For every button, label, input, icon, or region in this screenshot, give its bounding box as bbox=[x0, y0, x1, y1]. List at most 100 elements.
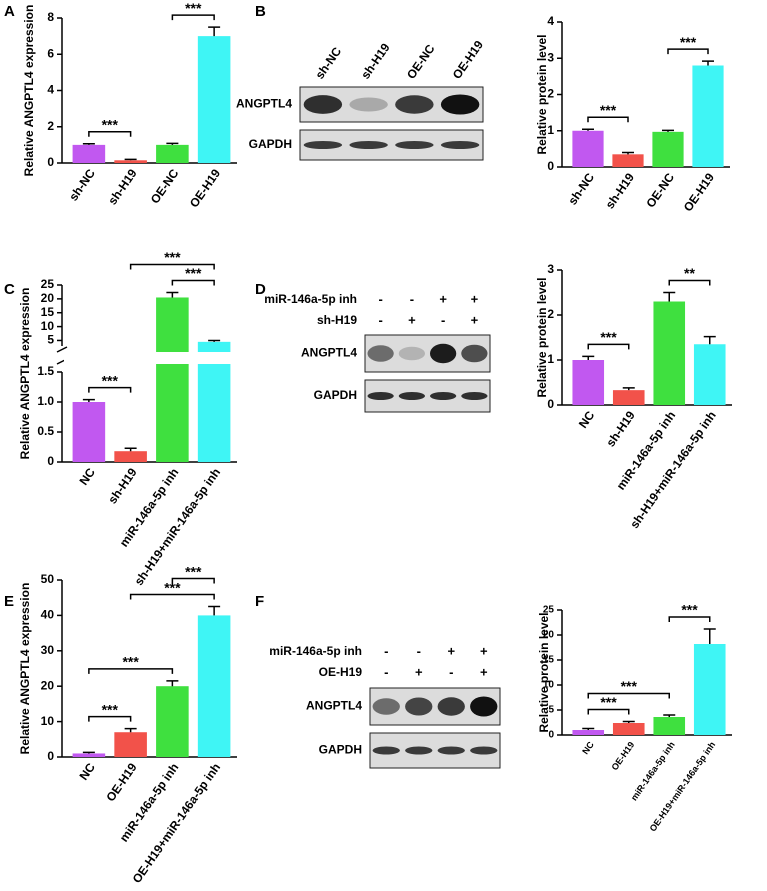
x-tick-label: OE-H19 bbox=[103, 760, 140, 804]
error-bar bbox=[662, 129, 674, 132]
blot-band bbox=[367, 392, 394, 400]
y-tick-label: 3 bbox=[547, 50, 554, 64]
error-bar bbox=[124, 447, 137, 452]
y-axis-label: Relative protein level bbox=[535, 277, 549, 397]
bar bbox=[572, 130, 604, 167]
condition-sign: - bbox=[449, 664, 453, 679]
blot-band bbox=[349, 141, 388, 149]
panel-label: E bbox=[4, 593, 14, 610]
y-tick-label: 0.5 bbox=[37, 424, 54, 438]
significance-bracket bbox=[88, 668, 174, 674]
y-tick-label: 25 bbox=[41, 277, 55, 291]
significance-label: *** bbox=[102, 116, 119, 132]
condition-sign: + bbox=[447, 643, 455, 658]
bar bbox=[197, 615, 231, 757]
significance-label: *** bbox=[600, 102, 617, 118]
significance-bracket bbox=[88, 715, 132, 722]
significance-label: *** bbox=[185, 265, 202, 281]
y-tick-label: 20 bbox=[41, 291, 55, 305]
x-tick-label: sh-H19+miR-146a-5p inh bbox=[132, 466, 224, 588]
bar bbox=[612, 390, 645, 405]
lane-label: OE-H19 bbox=[450, 38, 487, 82]
blot-band bbox=[440, 141, 480, 149]
blot-band bbox=[398, 392, 425, 400]
x-tick-label: NC bbox=[77, 760, 99, 783]
condition-sign: - bbox=[378, 312, 382, 327]
x-tick-label: NC bbox=[77, 465, 99, 488]
error-bar bbox=[582, 355, 595, 360]
bar bbox=[114, 160, 147, 163]
panel-label: B bbox=[255, 3, 266, 20]
blot-row-label: ANGPTL4 bbox=[306, 699, 362, 713]
condition-sign: + bbox=[415, 664, 423, 679]
significance-bracket bbox=[129, 263, 215, 270]
x-tick-label: sh-NC bbox=[66, 166, 98, 203]
y-tick-label: 0 bbox=[47, 749, 54, 763]
y-tick-label: 0 bbox=[47, 155, 54, 169]
significance-bracket bbox=[171, 279, 215, 286]
x-tick-label: OE-H19 bbox=[609, 740, 636, 772]
blot-band bbox=[461, 392, 488, 400]
condition-label: sh-H19 bbox=[317, 313, 357, 327]
significance-bracket bbox=[587, 708, 630, 715]
error-bar bbox=[208, 339, 221, 342]
x-tick-label: miR-146a-5p inh bbox=[629, 740, 677, 803]
significance-label: *** bbox=[164, 249, 181, 265]
error-bar bbox=[124, 158, 137, 161]
error-bar bbox=[663, 291, 676, 302]
lane-label: sh-NC bbox=[312, 44, 344, 81]
bar bbox=[156, 144, 189, 163]
condition-sign: + bbox=[471, 312, 479, 327]
y-axis-label: Relative ANGPTL4 expression bbox=[18, 288, 32, 460]
panel-label: A bbox=[4, 3, 15, 20]
x-tick-label: sh-H19 bbox=[603, 170, 638, 211]
significance-label: *** bbox=[102, 701, 119, 717]
condition-sign: + bbox=[480, 643, 488, 658]
error-bar bbox=[82, 398, 95, 402]
y-tick-label: 4 bbox=[47, 83, 54, 97]
y-tick-label: 4 bbox=[547, 14, 554, 28]
blot-band bbox=[430, 343, 457, 364]
bar bbox=[72, 753, 106, 757]
y-tick-label: 1 bbox=[547, 123, 554, 137]
condition-label: miR-146a-5p inh bbox=[269, 644, 362, 658]
y-tick-label: 2 bbox=[547, 87, 554, 101]
error-bar bbox=[82, 143, 95, 145]
y-tick-label: 5 bbox=[548, 705, 554, 716]
significance-label: *** bbox=[164, 579, 181, 595]
condition-sign: - bbox=[441, 312, 445, 327]
error-bar bbox=[622, 151, 634, 155]
y-tick-label: 5 bbox=[47, 333, 54, 347]
y-axis-label: Relative ANGPTL4 expression bbox=[22, 5, 36, 177]
y-tick-label: 1.0 bbox=[37, 394, 54, 408]
y-tick-label: 2 bbox=[547, 307, 554, 321]
bar bbox=[693, 644, 726, 735]
significance-label: *** bbox=[681, 602, 698, 618]
significance-bracket bbox=[668, 279, 711, 286]
x-tick-label: OE-H19 bbox=[681, 170, 718, 214]
condition-sign: - bbox=[384, 643, 388, 658]
y-tick-label: 20 bbox=[41, 678, 55, 692]
lane-label: sh-H19 bbox=[358, 40, 393, 81]
bar bbox=[693, 344, 726, 405]
y-tick-label: 2 bbox=[47, 119, 54, 133]
significance-label: *** bbox=[102, 372, 119, 388]
panel-label: C bbox=[4, 281, 15, 298]
bar bbox=[114, 451, 147, 462]
significance-bracket bbox=[88, 386, 132, 393]
bar bbox=[114, 732, 147, 757]
significance-label: ** bbox=[684, 265, 695, 281]
panel-label: D bbox=[255, 281, 266, 298]
significance-label: *** bbox=[122, 654, 139, 670]
y-tick-label: 15 bbox=[543, 655, 555, 666]
blot-band bbox=[470, 696, 498, 717]
y-tick-label: 10 bbox=[41, 714, 55, 728]
significance-bracket bbox=[587, 343, 630, 350]
error-bar bbox=[663, 714, 676, 717]
significance-label: *** bbox=[621, 678, 638, 694]
error-bar bbox=[703, 335, 716, 345]
axis-break-gap bbox=[64, 352, 239, 364]
blot-band bbox=[437, 746, 465, 755]
blot-band bbox=[437, 697, 465, 716]
